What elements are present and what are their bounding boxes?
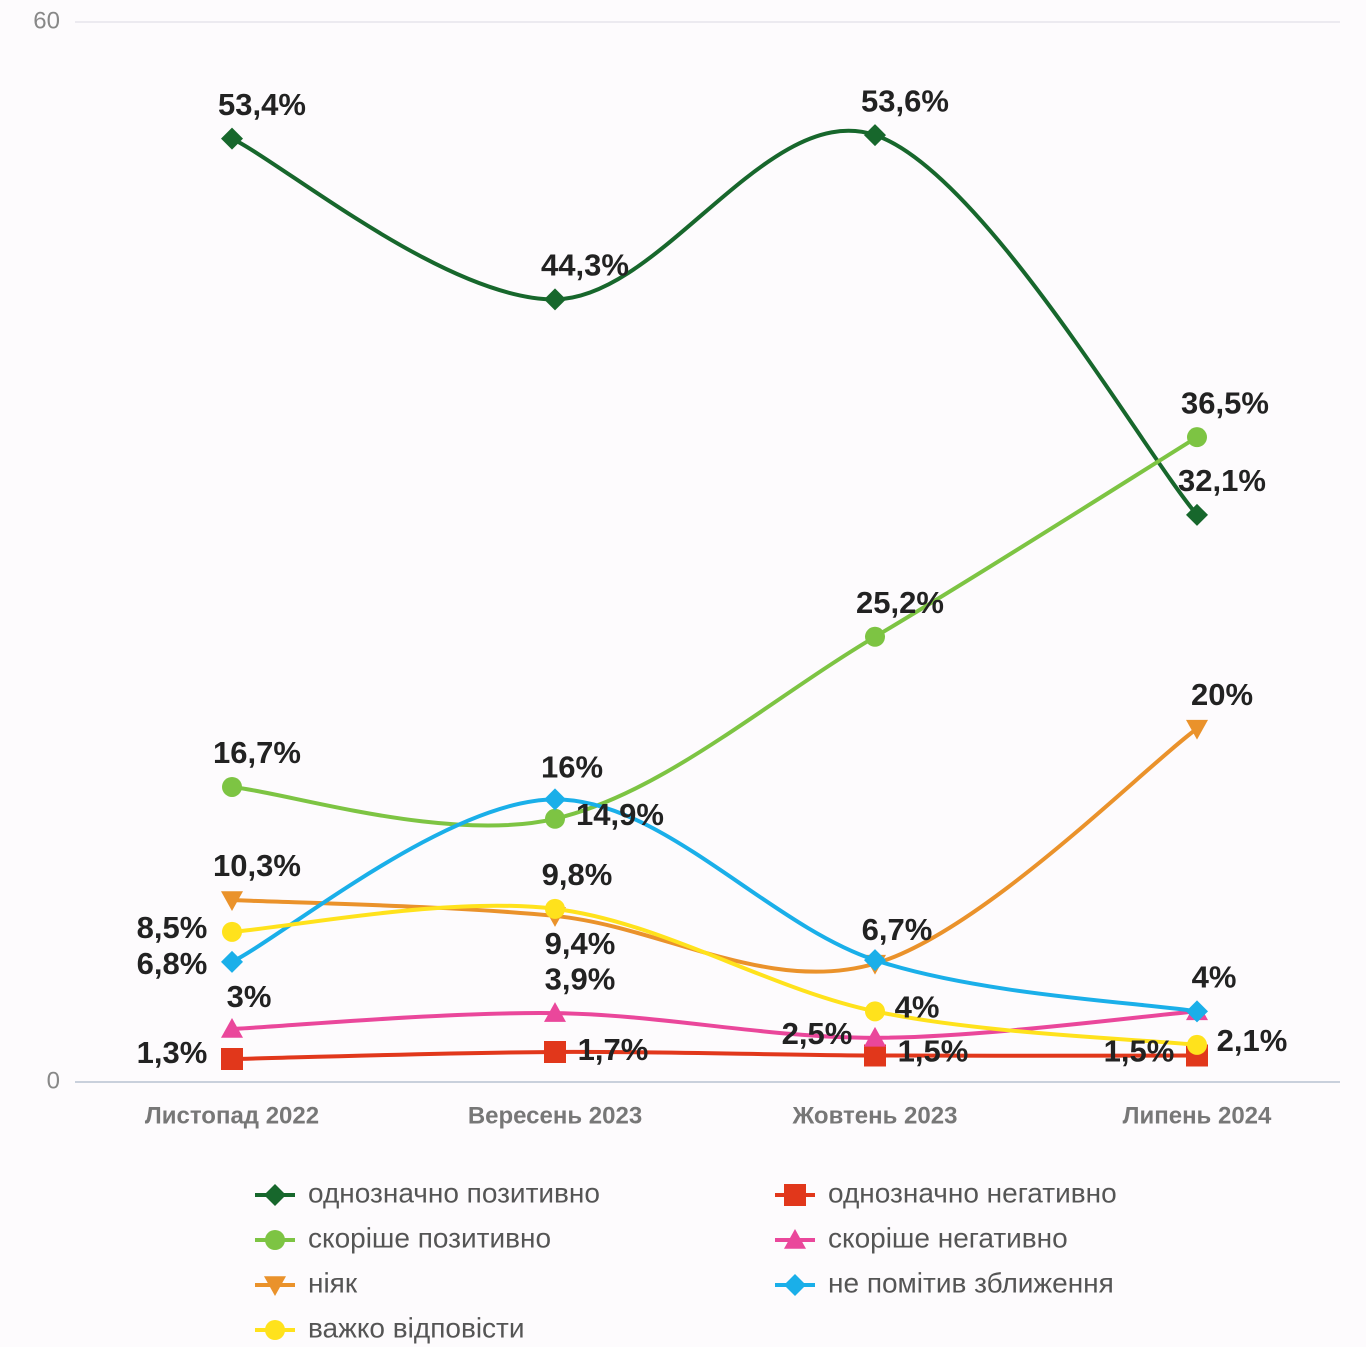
data-point — [1186, 1000, 1208, 1023]
data-point — [545, 898, 565, 919]
data-label: 1,7% — [578, 1032, 649, 1067]
data-label: 4% — [895, 990, 940, 1025]
legend-marker — [264, 1184, 286, 1206]
data-point — [865, 626, 885, 647]
legend-label: однозначно позитивно — [308, 1177, 600, 1208]
data-point — [545, 808, 565, 829]
y-tick-label: 60 — [33, 7, 60, 34]
data-point — [544, 288, 566, 311]
data-label: 16% — [541, 750, 603, 785]
legend-label: важко відповісти — [308, 1312, 525, 1343]
data-point — [544, 1002, 566, 1022]
data-point — [222, 921, 242, 942]
data-label: 32,1% — [1178, 463, 1266, 498]
data-point — [221, 891, 243, 912]
data-label: 10,3% — [213, 848, 301, 883]
data-label: 53,6% — [861, 83, 949, 118]
x-tick-label: Вересень 2023 — [468, 1102, 642, 1129]
legend-label: однозначно негативно — [828, 1177, 1117, 1208]
data-label: 4% — [1192, 960, 1237, 995]
data-label: 44,3% — [541, 248, 629, 283]
legend-label: ніяк — [308, 1267, 358, 1298]
data-point — [1186, 719, 1208, 740]
data-point — [544, 788, 566, 811]
data-label: 1,3% — [137, 1035, 208, 1070]
data-label: 14,9% — [576, 797, 664, 832]
data-label: 3,9% — [545, 961, 616, 996]
series-line — [231, 1049, 1198, 1062]
data-point — [864, 1044, 886, 1067]
y-tick-label: 0 — [47, 1067, 60, 1094]
legend-marker — [265, 1230, 285, 1250]
series-line — [231, 1009, 1198, 1040]
data-point — [1187, 1034, 1207, 1055]
data-label: 6,8% — [137, 946, 208, 981]
data-point — [865, 1001, 885, 1022]
data-label: 36,5% — [1181, 385, 1269, 420]
series-line — [231, 797, 1198, 1014]
legend-marker — [784, 1229, 806, 1249]
legend-marker — [784, 1274, 806, 1296]
data-label: 3% — [227, 979, 272, 1014]
data-label: 1,5% — [898, 1034, 969, 1069]
data-point — [221, 1018, 243, 1038]
data-label: 6,7% — [862, 912, 933, 947]
data-label: 16,7% — [213, 735, 301, 770]
x-tick-label: Жовтень 2023 — [792, 1102, 958, 1129]
data-point — [1186, 503, 1208, 526]
data-label: 2,1% — [1217, 1023, 1288, 1058]
data-point — [864, 1026, 886, 1047]
series-line — [231, 727, 1199, 974]
data-label: 9,8% — [542, 857, 613, 892]
series-line — [231, 128, 1199, 517]
data-label: 25,2% — [856, 585, 944, 620]
data-label: 2,5% — [782, 1016, 853, 1051]
x-tick-label: Листопад 2022 — [145, 1102, 319, 1129]
data-label: 20% — [1191, 677, 1253, 712]
legend-label: не помітив зближення — [828, 1267, 1114, 1298]
data-point — [1187, 427, 1207, 448]
data-point — [221, 1048, 243, 1071]
legend-marker — [265, 1320, 285, 1340]
data-point — [222, 776, 242, 797]
data-point — [864, 949, 886, 972]
legend-label: скоріше позитивно — [308, 1222, 551, 1253]
data-label: 53,4% — [218, 87, 306, 122]
legend-marker — [784, 1184, 806, 1206]
legend-marker — [264, 1276, 286, 1296]
data-point — [864, 124, 886, 147]
data-point — [544, 1040, 566, 1063]
data-label: 1,5% — [1104, 1034, 1175, 1069]
x-tick-label: Липень 2024 — [1123, 1102, 1272, 1129]
data-point — [221, 127, 243, 150]
data-label: 8,5% — [137, 910, 208, 945]
series-line — [231, 435, 1199, 828]
data-point — [221, 950, 243, 973]
data-label: 9,4% — [545, 926, 616, 961]
series-line — [231, 903, 1198, 1047]
legend-label: скоріше негативно — [828, 1222, 1068, 1253]
